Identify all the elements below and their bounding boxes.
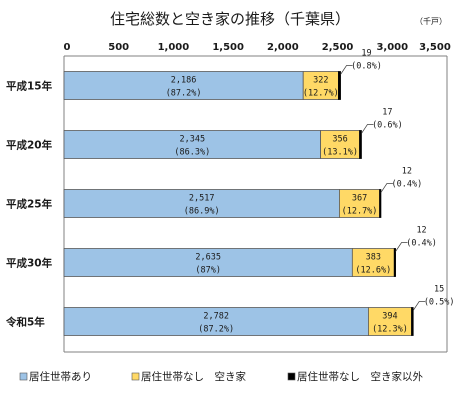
bar-segment — [368, 307, 412, 336]
data-label: 367 — [352, 194, 367, 204]
data-label: (87.2%) — [198, 325, 234, 335]
data-label: (0.6%) — [372, 121, 403, 131]
data-label: 12 — [402, 167, 412, 177]
data-labels: 2,186 (87.2%) 322 (12.7%) 19 (0.8%) 2,345 (86.3… — [166, 49, 455, 335]
bar-segment — [359, 130, 362, 159]
data-label: 2,782 — [203, 312, 229, 322]
x-axis-ticks: 0 500 1,000 1,500 2,000 2,500 3,000 3,500 — [64, 42, 451, 53]
leader-line — [412, 301, 426, 311]
x-tick-label: 1,500 — [212, 42, 244, 53]
legend-label: 居住世帯あり — [29, 370, 92, 383]
bar-segment — [339, 189, 380, 218]
legend-swatch — [287, 372, 296, 381]
data-label: 322 — [313, 76, 328, 86]
data-label: 12 — [416, 226, 426, 236]
x-tick-label: 500 — [108, 42, 129, 53]
data-label: 2,635 — [195, 253, 221, 263]
data-label: 394 — [382, 312, 397, 322]
data-label: (0.4%) — [392, 180, 423, 190]
leader-line — [361, 124, 374, 134]
bar-segment — [338, 71, 341, 100]
bar-segment — [63, 189, 340, 218]
legend-label: 居住世帯なし 空き家以外 — [297, 370, 423, 383]
data-label: (0.8%) — [351, 62, 382, 72]
data-label: (12.7%) — [303, 89, 339, 99]
category-label: 平成30年 — [6, 257, 53, 270]
leader-line — [340, 65, 353, 75]
leader-line — [380, 183, 393, 193]
category-label: 平成25年 — [6, 198, 53, 211]
data-label: 2,186 — [171, 76, 197, 86]
data-label: (12.3%) — [372, 325, 408, 335]
data-label: (87.2%) — [166, 89, 202, 99]
data-label: 19 — [361, 49, 371, 59]
category-label: 平成15年 — [6, 80, 53, 93]
chart-title: 住宅総数と空き家の推移（千葉県） — [110, 10, 350, 28]
data-label: (86.9%) — [184, 207, 220, 217]
category-label: 令和5年 — [5, 316, 45, 329]
category-label: 平成20年 — [6, 139, 53, 152]
legend: 居住世帯あり 居住世帯なし 空き家 居住世帯なし 空き家以外 — [19, 370, 423, 383]
leader-line — [395, 242, 408, 252]
bar-segment — [411, 307, 414, 336]
data-label: 2,517 — [189, 194, 215, 204]
legend-swatch — [19, 372, 28, 381]
data-label: 383 — [366, 253, 381, 263]
x-tick-label: 1,000 — [158, 42, 190, 53]
x-tick-label: 3,500 — [419, 42, 451, 53]
data-label: (0.4%) — [406, 239, 437, 249]
data-label: (13.1%) — [322, 148, 358, 158]
data-label: 15 — [434, 285, 444, 295]
bar-segment — [379, 189, 382, 218]
bar-segment — [302, 71, 339, 100]
x-tick-label: 2,500 — [322, 42, 354, 53]
bar-segment — [63, 130, 322, 159]
legend-label: 居住世帯なし 空き家 — [141, 370, 246, 383]
data-label: 356 — [332, 135, 347, 145]
x-tick-label: 2,000 — [267, 42, 299, 53]
legend-swatch — [131, 372, 140, 381]
bars — [63, 71, 414, 336]
data-label: 2,345 — [180, 135, 206, 145]
data-label: (12.6%) — [355, 266, 391, 276]
data-label: (12.7%) — [342, 207, 378, 217]
x-tick-label: 3,000 — [376, 42, 408, 53]
data-label: (86.3%) — [174, 148, 210, 158]
x-tick-label: 0 — [64, 42, 71, 53]
bar-segment — [393, 248, 396, 277]
data-label: 17 — [382, 108, 392, 118]
data-label: (0.5%) — [424, 298, 455, 308]
bar-segment — [63, 71, 304, 100]
bar-segment — [63, 307, 369, 336]
data-label: (87%) — [195, 266, 221, 276]
unit-label: （千戸） — [415, 16, 447, 26]
bar-segment — [320, 130, 360, 159]
